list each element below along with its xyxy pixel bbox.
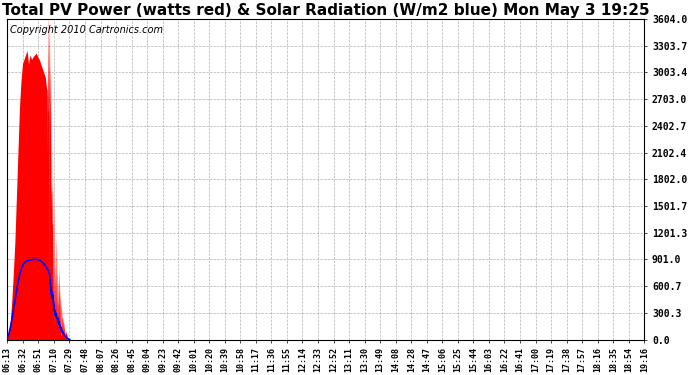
Title: Total PV Power (watts red) & Solar Radiation (W/m2 blue) Mon May 3 19:25: Total PV Power (watts red) & Solar Radia… (2, 3, 649, 18)
Text: Copyright 2010 Cartronics.com: Copyright 2010 Cartronics.com (10, 26, 164, 35)
